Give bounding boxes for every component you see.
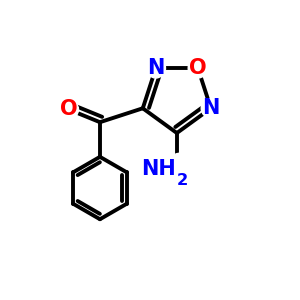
Circle shape xyxy=(59,100,79,119)
Circle shape xyxy=(165,153,197,184)
Circle shape xyxy=(146,58,166,78)
Text: O: O xyxy=(189,58,207,78)
Circle shape xyxy=(188,58,208,78)
Text: NH: NH xyxy=(141,159,176,179)
Text: 2: 2 xyxy=(177,173,188,188)
Circle shape xyxy=(201,99,220,118)
Text: N: N xyxy=(202,98,220,118)
Text: N: N xyxy=(147,58,164,78)
Text: O: O xyxy=(60,100,78,119)
